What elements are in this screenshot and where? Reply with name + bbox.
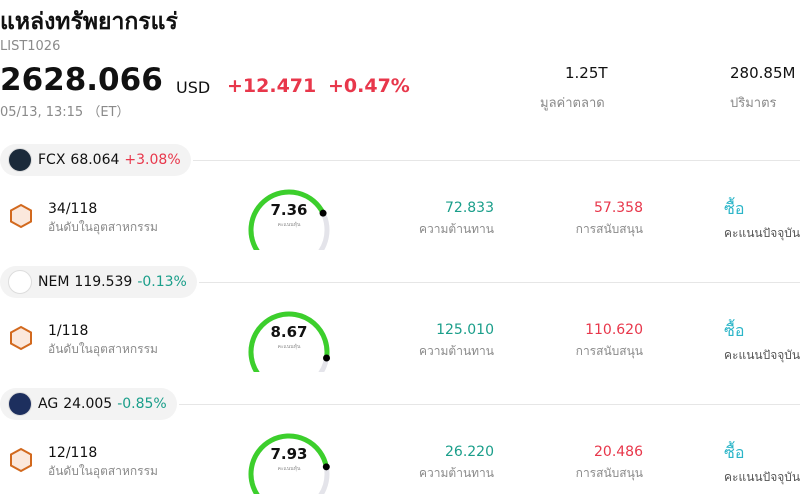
support-label: การสนับสนุน: [575, 222, 643, 236]
score: 7.93: [270, 445, 308, 463]
stock-price: 119.539: [74, 274, 133, 290]
stock-change: -0.13%: [137, 274, 187, 290]
stock-pill[interactable]: AG 24.005 -0.85%: [0, 388, 177, 420]
stat-label: ปริมาตร: [730, 96, 777, 111]
rank: 34/118: [48, 201, 98, 217]
resistance: 26.220: [445, 444, 494, 460]
stock-logo: [8, 270, 32, 294]
change: +12.471: [227, 75, 317, 97]
stat-value: 1.25T: [565, 64, 608, 82]
resistance-label: ความต้านทาน: [419, 222, 494, 236]
stock-pill[interactable]: NEM 119.539 -0.13%: [0, 266, 197, 298]
resistance: 125.010: [436, 322, 494, 338]
score-label: คะแนนหุ้น: [277, 466, 301, 472]
resistance-label: ความต้านทาน: [419, 466, 494, 480]
signal-label: คะแนนปัจจุบัน: [724, 348, 800, 362]
ticker: AG: [38, 396, 59, 412]
hexagon: [10, 203, 32, 229]
signal: ซื้อ: [724, 199, 745, 218]
gauge: [248, 311, 331, 372]
score: 8.67: [270, 323, 308, 341]
support: 20.486: [594, 444, 643, 460]
gauge-dot: [319, 209, 327, 217]
stock-change: +3.08%: [124, 152, 181, 168]
stock-logo: [8, 148, 32, 172]
signal: ซื้อ: [724, 443, 745, 462]
stock-pill[interactable]: FCX 68.064 +3.08%: [0, 144, 191, 176]
stock-price: 24.005: [63, 396, 113, 412]
resistance: 72.833: [445, 200, 494, 216]
rank: 1/118: [48, 323, 89, 339]
ticker: FCX: [38, 152, 66, 168]
signal: ซื้อ: [724, 321, 745, 340]
change-pct: +0.47%: [328, 75, 410, 97]
support: 57.358: [594, 200, 643, 216]
gauge-dot: [322, 463, 330, 471]
gauge: [248, 433, 330, 494]
price: 2628.066: [0, 62, 163, 98]
time: 05/13, 13:15 （ET）: [0, 105, 130, 120]
rank-icon: [10, 203, 32, 229]
support: 110.620: [585, 322, 643, 338]
stock-change: -0.85%: [117, 396, 167, 412]
stock-price: 68.064: [70, 152, 120, 168]
resistance-label: ความต้านทาน: [419, 344, 494, 358]
support-label: การสนับสนุน: [575, 466, 643, 480]
score-label: คะแนนหุ้น: [277, 222, 301, 228]
divider: [193, 160, 800, 161]
hexagon: [10, 325, 32, 351]
code: LIST1026: [0, 39, 61, 54]
rank: 12/118: [48, 445, 98, 461]
gauge-fill: [248, 189, 326, 250]
score: 7.36: [270, 201, 308, 219]
hexagon: [10, 447, 32, 473]
gauge-fill: [248, 311, 330, 372]
stock-logo: [8, 392, 32, 416]
stat-value: 280.85M: [730, 64, 796, 82]
rank-icon: [10, 325, 32, 351]
title: แหล่งทรัพยากรแร่: [0, 9, 178, 35]
rank-label: อันดับในอุตสาหกรรม: [48, 464, 158, 478]
rank-label: อันดับในอุตสาหกรรม: [48, 342, 158, 356]
currency: USD: [176, 78, 211, 97]
rank-icon: [10, 447, 32, 473]
gauge: [248, 189, 330, 250]
rank-label: อันดับในอุตสาหกรรม: [48, 220, 158, 234]
divider: [179, 404, 800, 405]
ticker: NEM: [38, 274, 70, 290]
support-label: การสนับสนุน: [575, 344, 643, 358]
score-label: คะแนนหุ้น: [277, 344, 301, 350]
divider: [199, 282, 800, 283]
signal-label: คะแนนปัจจุบัน: [724, 470, 800, 484]
gauge-dot: [323, 354, 331, 362]
stat-label: มูลค่าตลาด: [540, 96, 605, 111]
gauge-fill: [248, 433, 329, 494]
signal-label: คะแนนปัจจุบัน: [724, 226, 800, 240]
